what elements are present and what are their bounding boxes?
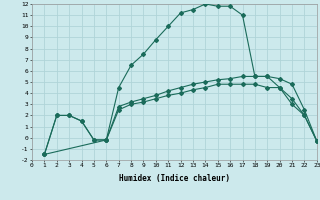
X-axis label: Humidex (Indice chaleur): Humidex (Indice chaleur) — [119, 174, 230, 183]
